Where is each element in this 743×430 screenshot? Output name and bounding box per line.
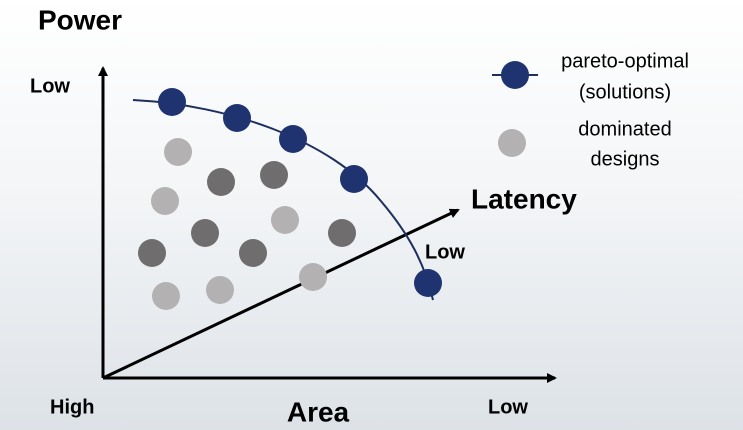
power-title: Power xyxy=(38,4,122,35)
dominated-point xyxy=(299,263,327,291)
dominated-points-dark xyxy=(138,161,356,267)
dominated-point xyxy=(138,239,166,267)
dominated-point xyxy=(271,206,299,234)
legend-text: dominated xyxy=(578,118,671,140)
dominated-point xyxy=(239,239,267,267)
dominated-point xyxy=(207,168,235,196)
dominated-point xyxy=(152,282,180,310)
latency-axis xyxy=(102,208,460,380)
pareto-point xyxy=(340,165,368,193)
dominated-point xyxy=(151,187,179,215)
origin-label: High xyxy=(50,396,94,418)
dominated-points xyxy=(151,138,327,310)
dominated-point xyxy=(206,276,234,304)
legend-marker xyxy=(501,61,529,89)
legend-text: pareto-optimal xyxy=(561,50,689,72)
area-title: Area xyxy=(287,396,350,427)
dominated-point xyxy=(328,219,356,247)
dominated-point xyxy=(164,138,192,166)
latency-low: Low xyxy=(425,241,465,263)
pareto-point xyxy=(223,104,251,132)
area-low: Low xyxy=(488,396,528,418)
pareto-points xyxy=(158,88,442,297)
legend-text: (solutions) xyxy=(579,81,671,103)
power-low: Low xyxy=(30,75,70,97)
pareto-point xyxy=(414,269,442,297)
latency-title: Latency xyxy=(471,183,577,214)
legend-marker xyxy=(498,129,526,157)
pareto-point xyxy=(279,125,307,153)
legend-text: designs xyxy=(591,148,660,170)
pareto-point xyxy=(158,88,186,116)
dominated-point xyxy=(260,161,288,189)
dominated-point xyxy=(191,219,219,247)
